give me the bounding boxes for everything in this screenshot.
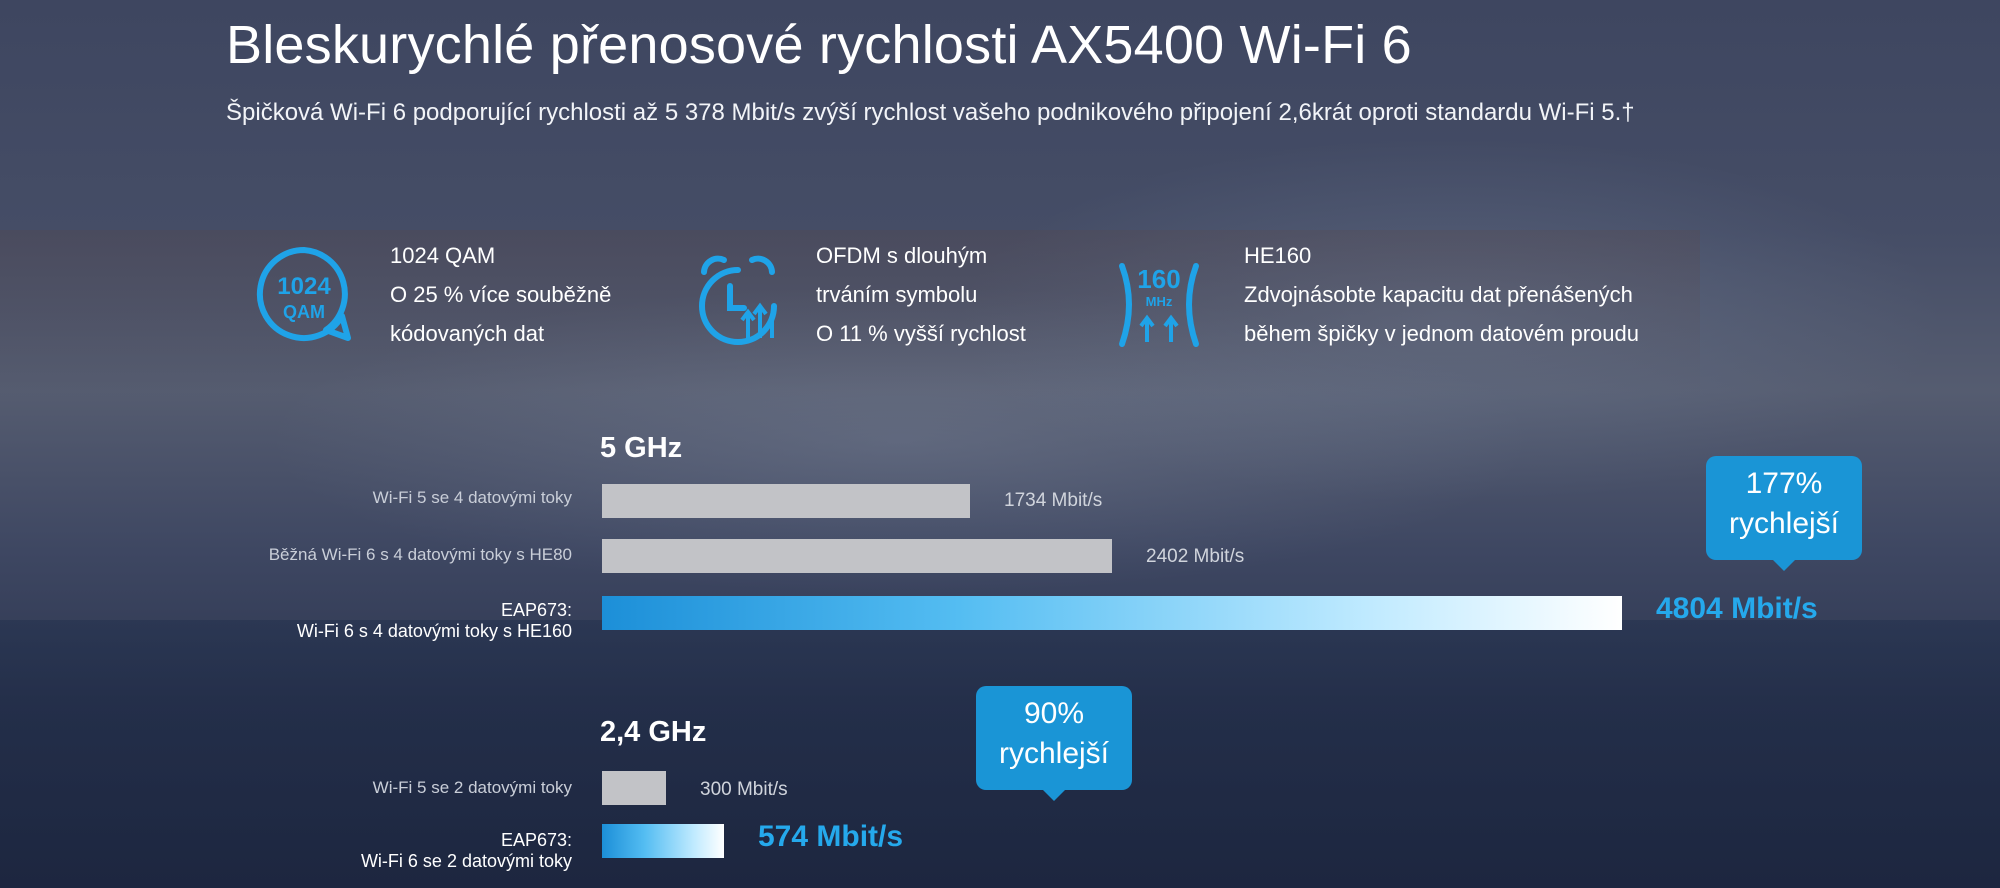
- category-label-line2: Wi-Fi 6 se 2 datovými toky: [360, 851, 572, 871]
- chart-24ghz-category-label: Wi-Fi 5 se 2 datovými toky: [372, 778, 572, 797]
- feature-title: 1024 QAM: [390, 243, 496, 268]
- feature-ofdm-text: OFDM s dlouhým trváním symbolu O 11 % vy…: [816, 236, 1026, 353]
- category-label-line1: EAP673:: [500, 600, 572, 620]
- he160-icon-label: MHz: [1146, 294, 1173, 309]
- feature-1024qam-text: 1024 QAM O 25 % více souběžně kódovaných…: [390, 236, 611, 353]
- callout-percent: 90%: [1023, 697, 1085, 730]
- feature-line: O 25 % více souběžně: [390, 282, 612, 307]
- callout-tail: [1042, 789, 1066, 801]
- chart-5ghz-bar: [602, 539, 1112, 573]
- chart-24ghz-bar: [602, 771, 666, 805]
- chart-5ghz-value-label: 1734 Mbit/s: [1004, 490, 1103, 511]
- he160-icon-number: 160: [1137, 264, 1180, 294]
- chart-24ghz-value-label: 574 Mbit/s: [758, 820, 904, 853]
- chart-24ghz-callout: 90% rychlejší: [976, 686, 1132, 801]
- callout-label: rychlejší: [1728, 507, 1840, 540]
- chart-5ghz-category-label: Wi-Fi 5 se 4 datovými toky: [372, 488, 572, 507]
- chart-5ghz-value-label: 2402 Mbit/s: [1146, 546, 1245, 567]
- feature-line: O 11 % vyšší rychlost: [816, 321, 1026, 346]
- chart-5ghz-category-label: EAP673: Wi-Fi 6 s 4 datovými toky s HE16…: [297, 600, 572, 642]
- chart-5ghz-callout: 177% rychlejší: [1706, 456, 1862, 571]
- chart-24ghz-bar: [602, 824, 724, 858]
- feature-line: Zdvojnásobte kapacitu dat přenášených: [1244, 282, 1633, 307]
- feature-line: kódovaných dat: [390, 321, 545, 346]
- feature-line: trváním symbolu: [816, 282, 978, 307]
- feature-title: OFDM s dlouhým: [816, 243, 988, 268]
- chart-5ghz-title: 5 GHz: [600, 432, 683, 464]
- category-label-line1: EAP673:: [500, 830, 572, 850]
- page-subtitle: Špičková Wi-Fi 6 podporující rychlosti a…: [226, 99, 1635, 126]
- qam-icon-label: QAM: [283, 302, 325, 322]
- chart-5ghz-bar: [602, 596, 1622, 630]
- chart-5ghz-value-label: 4804 Mbit/s: [1656, 592, 1818, 625]
- chart-5ghz-category-label: Běžná Wi-Fi 6 s 4 datovými toky s HE80: [268, 545, 572, 564]
- callout-label: rychlejší: [998, 737, 1110, 770]
- callout-tail: [1772, 559, 1796, 571]
- chart-24ghz-category-label: EAP673: Wi-Fi 6 se 2 datovými toky: [361, 830, 572, 872]
- chart-24ghz-value-label: 300 Mbit/s: [700, 779, 788, 800]
- antenna-160mhz-icon: 160 MHz: [1119, 263, 1199, 347]
- feature-title: HE160: [1244, 243, 1312, 268]
- qam-badge-icon: 1024 QAM: [256, 246, 351, 341]
- feature-he160-text: HE160 Zdvojnásobte kapacitu dat přenášen…: [1244, 236, 1639, 353]
- chart-5ghz-bar: [602, 484, 970, 518]
- chart-24ghz-title: 2,4 GHz: [600, 716, 707, 748]
- alarm-clock-icon: [699, 255, 777, 345]
- page-title: Bleskurychlé přenosové rychlosti AX5400 …: [226, 15, 1412, 75]
- category-label-line2: Wi-Fi 6 s 4 datovými toky s HE160: [296, 621, 572, 641]
- feature-line: během špičky v jednom datovém proudu: [1244, 321, 1639, 346]
- callout-percent: 177%: [1745, 467, 1823, 500]
- qam-icon-number: 1024: [277, 273, 331, 300]
